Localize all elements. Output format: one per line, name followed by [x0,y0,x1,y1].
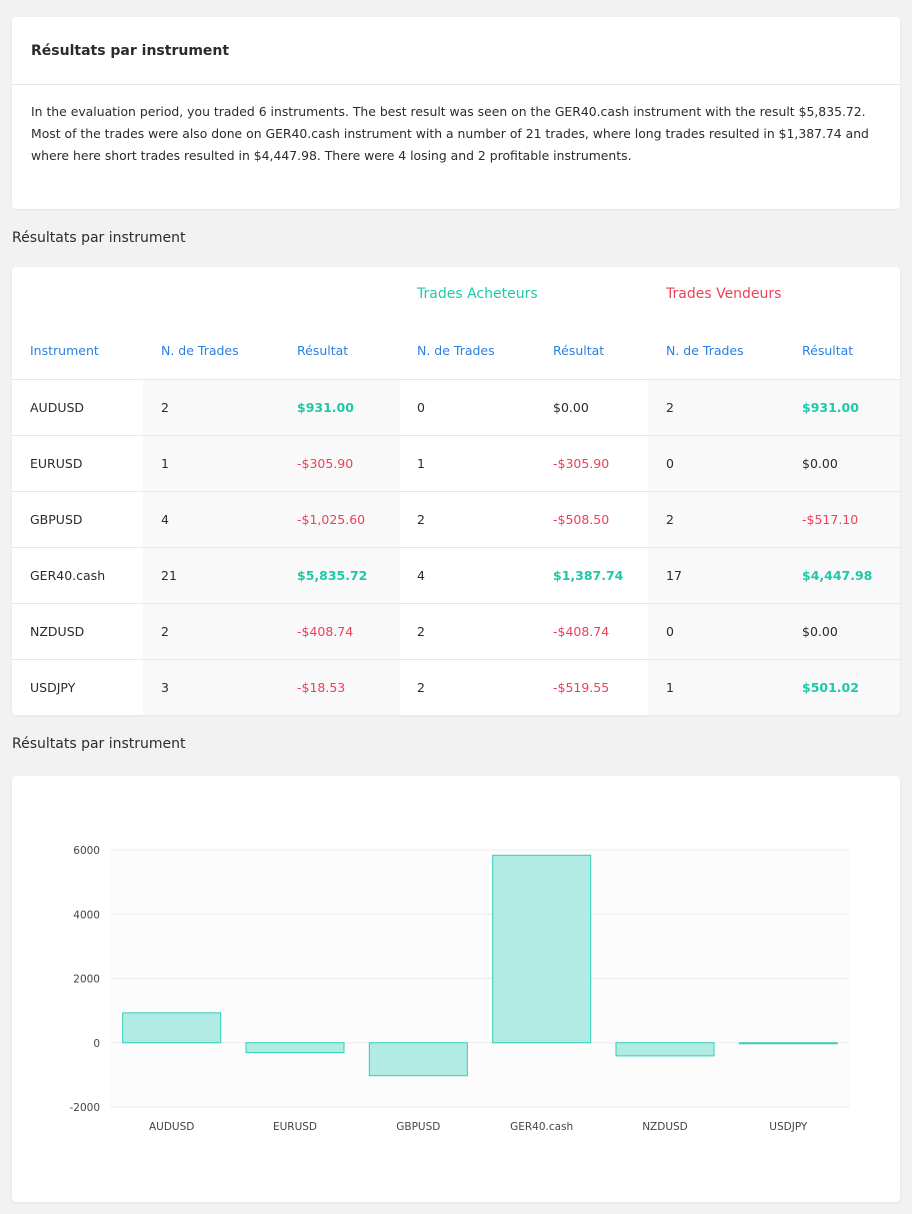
cell-long-result: $0.00 [553,400,589,415]
cell-short-result: $931.00 [802,400,859,415]
cell-result: -$18.53 [297,680,346,695]
cell-long-trades: 2 [417,512,425,527]
cell-result: -$408.74 [297,624,354,639]
table-section-title: Résultats par instrument [12,230,186,246]
cell-long-trades: 2 [417,624,425,639]
cell-instrument: GBPUSD [30,512,83,527]
table-row: EURUSD 1 -$305.90 1 -$305.90 0 $0.00 [12,435,900,491]
y-tick-label: 4000 [73,909,100,921]
cell-long-trades: 2 [417,680,425,695]
table-row: NZDUSD 2 -$408.74 2 -$408.74 0 $0.00 [12,603,900,659]
bar-ger40-cash[interactable] [492,854,592,1044]
chart-card: 6000 4000 2000 0 -2000 AUDUSD EURUSD GBPUSD GER4… [12,776,900,1202]
summary-text: In the evaluation period, you traded 6 i… [12,85,900,167]
cell-result: $5,835.72 [297,568,368,583]
cell-long-result: -$305.90 [553,456,610,471]
cell-instrument: GER40.cash [30,568,106,583]
summary-card: Résultats par instrument In the evaluati… [12,17,900,209]
table-row: USDJPY 3 -$18.53 2 -$519.55 1 $501.02 [12,659,900,715]
summary-title: Résultats par instrument [12,17,900,85]
column-header-result: Résultat [297,343,349,358]
cell-instrument: AUDUSD [30,400,85,415]
bar-eurusd[interactable] [245,1042,345,1054]
cell-short-trades: 17 [666,568,682,583]
y-tick-label: 6000 [73,845,100,857]
x-tick-label: EURUSD [273,1121,317,1133]
column-header-trades: N. de Trades [161,343,239,358]
cell-trades: 2 [161,400,169,415]
bar-nzdusd[interactable] [615,1042,715,1057]
cell-short-trades: 0 [666,624,674,639]
chart-section-title: Résultats par instrument [12,736,186,752]
column-header-long-result: Résultat [553,343,605,358]
cell-long-trades: 0 [417,400,425,415]
table-row: GBPUSD 4 -$1,025.60 2 -$508.50 2 -$517.10 [12,491,900,547]
x-tick-label: GER40.cash [510,1121,573,1133]
cell-long-trades: 1 [417,456,425,471]
cell-trades: 21 [161,568,177,583]
y-tick-label: -2000 [69,1102,100,1114]
table-row: AUDUSD 2 $931.00 0 $0.00 2 $931.00 [12,379,900,435]
bar-gbpusd[interactable] [368,1042,468,1077]
summary-line: Most of the trades were also done on GER… [31,126,869,141]
cell-short-result: $0.00 [802,624,838,639]
cell-instrument: EURUSD [30,456,83,471]
results-table: Trades Acheteurs Trades Vendeurs Instrum… [12,267,900,715]
cell-short-trades: 2 [666,512,674,527]
cell-instrument: NZDUSD [30,624,85,639]
cell-instrument: USDJPY [30,680,76,695]
y-tick-label: 0 [93,1038,100,1050]
cell-trades: 1 [161,456,169,471]
cell-short-trades: 2 [666,400,674,415]
bar-audusd[interactable] [122,1012,222,1044]
cell-long-trades: 4 [417,568,425,583]
cell-result: -$305.90 [297,456,354,471]
cell-trades: 4 [161,512,169,527]
cell-long-result: -$408.74 [553,624,610,639]
bar-chart: 6000 4000 2000 0 -2000 AUDUSD EURUSD GBPUSD GER4… [69,845,850,1133]
cell-short-result: -$517.10 [802,512,859,527]
column-header-short-trades: N. de Trades [666,343,744,358]
column-header-instrument: Instrument [30,343,99,358]
cell-short-trades: 0 [666,456,674,471]
table-row: GER40.cash 21 $5,835.72 4 $1,387.74 17 $4,447.… [12,547,900,603]
cell-long-result: -$519.55 [553,680,610,695]
x-tick-label: NZDUSD [642,1121,688,1133]
cell-long-result: $1,387.74 [553,568,624,583]
cell-short-result: $0.00 [802,456,838,471]
column-header-long-trades: N. de Trades [417,343,495,358]
group-header-short: Trades Vendeurs [666,286,782,302]
x-tick-label: AUDUSD [149,1121,194,1133]
y-tick-label: 2000 [73,974,100,986]
x-tick-label: GBPUSD [396,1121,440,1133]
cell-short-result: $501.02 [802,680,859,695]
bar-usdjpy[interactable] [738,1042,838,1045]
x-tick-label: USDJPY [769,1121,808,1133]
cell-long-result: -$508.50 [553,512,610,527]
group-header-long: Trades Acheteurs [417,286,538,302]
cell-trades: 2 [161,624,169,639]
cell-trades: 3 [161,680,169,695]
summary-line: In the evaluation period, you traded 6 i… [31,104,866,119]
column-header-short-result: Résultat [802,343,854,358]
summary-line: where here short trades resulted in $4,4… [31,148,632,163]
cell-short-trades: 1 [666,680,674,695]
cell-result: $931.00 [297,400,354,415]
cell-short-result: $4,447.98 [802,568,873,583]
cell-result: -$1,025.60 [297,512,366,527]
